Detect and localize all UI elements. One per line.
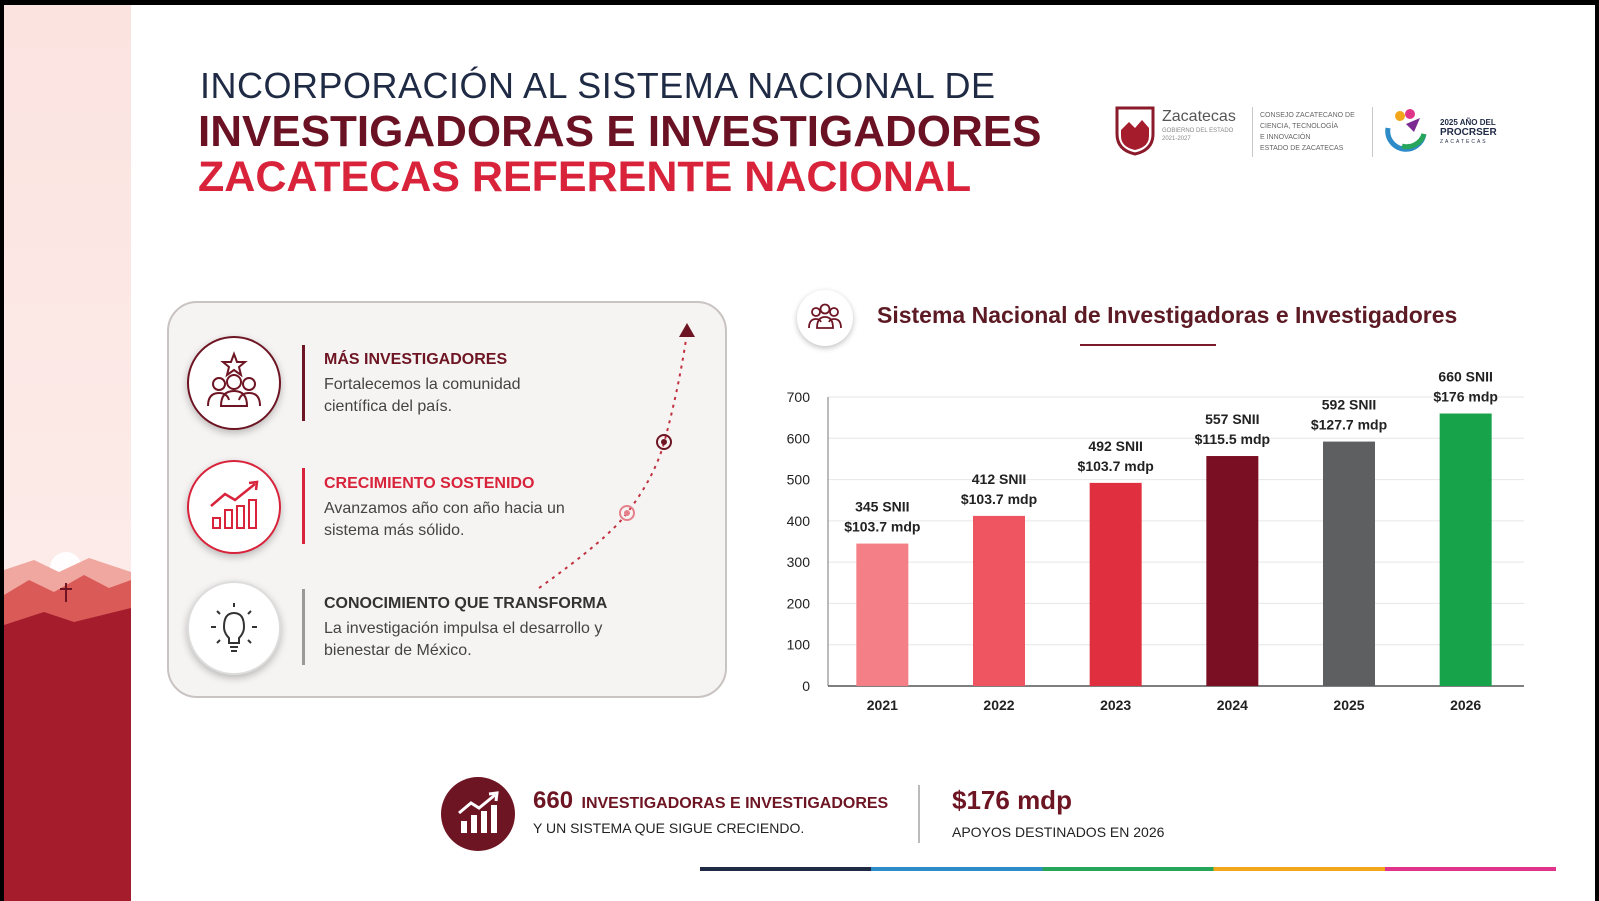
people-group-icon [808, 303, 842, 329]
lightbulb-icon [211, 603, 257, 652]
logo-divider [1372, 107, 1373, 157]
x-tick-label: 2021 [867, 697, 898, 713]
x-tick-label: 2022 [983, 697, 1014, 713]
people-star-icon [207, 351, 261, 407]
bar [1206, 456, 1259, 686]
zacatecas-shield-icon [1115, 106, 1155, 156]
y-tick-label: 400 [787, 513, 811, 529]
logos-bar: Zacatecas GOBIERNO DEL ESTADO 2021-2027 … [1114, 102, 1514, 162]
council-line: CIENCIA, TECNOLOGÍA [1260, 123, 1339, 130]
feature-icon-circle [187, 460, 281, 554]
y-tick-label: 100 [787, 637, 811, 653]
mountains-illustration [4, 552, 131, 901]
feature-title: MÁS INVESTIGADORES [324, 351, 508, 368]
bar-label-amount: $115.5 mdp [1195, 431, 1271, 447]
title-line-3: ZACATECAS REFERENTE NACIONAL [198, 153, 972, 201]
chart-title: Sistema Nacional de Investigadoras e Inv… [877, 302, 1458, 328]
x-tick-label: 2023 [1100, 697, 1131, 713]
council-line: ESTADO DE ZACATECAS [1260, 145, 1344, 152]
procrser-emblem-icon [1385, 109, 1427, 152]
title-line-2: INVESTIGADORAS E INVESTIGADORES [198, 107, 1042, 156]
y-tick-label: 200 [787, 595, 811, 611]
summary-amount: $176 mdp [952, 785, 1072, 815]
chart-title-underline [1080, 344, 1216, 346]
y-tick-label: 300 [787, 554, 811, 570]
y-tick-label: 0 [802, 678, 810, 694]
y-tick-label: 600 [787, 430, 811, 446]
side-decoration [4, 5, 131, 901]
summary-divider [918, 785, 920, 843]
zacatecas-name: Zacatecas [1162, 108, 1236, 125]
features-card: MÁS INVESTIGADORES Fortalecemos la comun… [167, 301, 727, 698]
bar-label-count: 345 SNII [855, 499, 909, 515]
bar-label-count: 660 SNII [1438, 369, 1492, 385]
growth-path-decoration [538, 323, 695, 589]
feature-title: CONOCIMIENTO QUE TRANSFORMA [324, 595, 608, 612]
summary-icon-circle [441, 777, 515, 851]
bar-label-amount: $103.7 mdp [961, 491, 1037, 507]
chart-section-icon-circle [797, 290, 853, 346]
bar [1089, 482, 1142, 686]
bar-label-count: 412 SNII [972, 471, 1026, 487]
bar-label-amount: $103.7 mdp [1078, 458, 1154, 474]
logo-divider [1252, 107, 1253, 157]
summary-amount-label: APOYOS DESTINADOS EN 2026 [952, 824, 1165, 840]
council-line: E INNOVACIÓN [1260, 134, 1311, 141]
summary-sub: Y UN SISTEMA QUE SIGUE CRECIENDO. [533, 820, 805, 836]
year-logo-line1: 2025 AÑO DEL [1440, 118, 1496, 127]
zacatecas-sub1: GOBIERNO DEL ESTADO [1162, 128, 1234, 134]
color-strip-decoration [700, 867, 1556, 871]
year-logo-line2: PROCRSER [1440, 127, 1497, 138]
slide: INCORPORACIÓN AL SISTEMA NACIONAL DE INV… [4, 5, 1595, 901]
y-tick-label: 500 [787, 472, 811, 488]
summary-count-label: INVESTIGADORAS E INVESTIGADORES [581, 795, 889, 812]
feature-accent-bar [302, 468, 305, 544]
feature-description: Fortalecemos la comunidad científica del… [324, 376, 521, 415]
zacatecas-sub2: 2021-2027 [1162, 136, 1191, 142]
bar [973, 515, 1025, 686]
feature-icon-circle [187, 581, 281, 675]
bar-label-amount: $103.7 mdp [844, 519, 920, 535]
growth-chart-icon [210, 480, 259, 529]
council-line: CONSEJO ZACATECANO DE [1260, 112, 1355, 119]
x-tick-label: 2025 [1333, 697, 1364, 713]
title-line-1: INCORPORACIÓN AL SISTEMA NACIONAL DE [200, 65, 996, 106]
y-tick-label: 700 [787, 389, 811, 405]
bar [856, 543, 909, 686]
x-tick-label: 2026 [1450, 697, 1481, 713]
bar [1439, 413, 1492, 686]
feature-description: Avanzamos año con año hacia un sistema m… [324, 500, 565, 539]
x-tick-label: 2024 [1217, 697, 1248, 713]
year-logo-line3: ZACATECAS [1440, 139, 1488, 145]
bar-label-count: 492 SNII [1088, 438, 1142, 454]
snii-bar-chart: 0 100 200 300 400 500 600 700 345 SNII $103.7 mdp… [787, 369, 1524, 713]
summary-count: 660 [533, 787, 574, 814]
bar-label-count: 592 SNII [1322, 397, 1376, 413]
feature-accent-bar [302, 589, 305, 665]
council-logo: CONSEJO ZACATECANO DE CIENCIA, TECNOLOGÍ… [1260, 110, 1355, 154]
feature-description: La investigación impulsa el desarrollo y… [324, 620, 603, 659]
feature-title: CRECIMIENTO SOSTENIDO [324, 475, 535, 492]
feature-accent-bar [302, 345, 305, 421]
bar-growth-icon [458, 791, 499, 833]
bar-label-amount: $176 mdp [1433, 389, 1498, 405]
summary-count-line: 660 INVESTIGADORAS E INVESTIGADORES [533, 787, 888, 815]
feature-icon-circle [187, 336, 281, 430]
bar-label-count: 557 SNII [1205, 411, 1259, 427]
bar [1323, 441, 1375, 686]
bar-label-amount: $127.7 mdp [1311, 417, 1387, 433]
